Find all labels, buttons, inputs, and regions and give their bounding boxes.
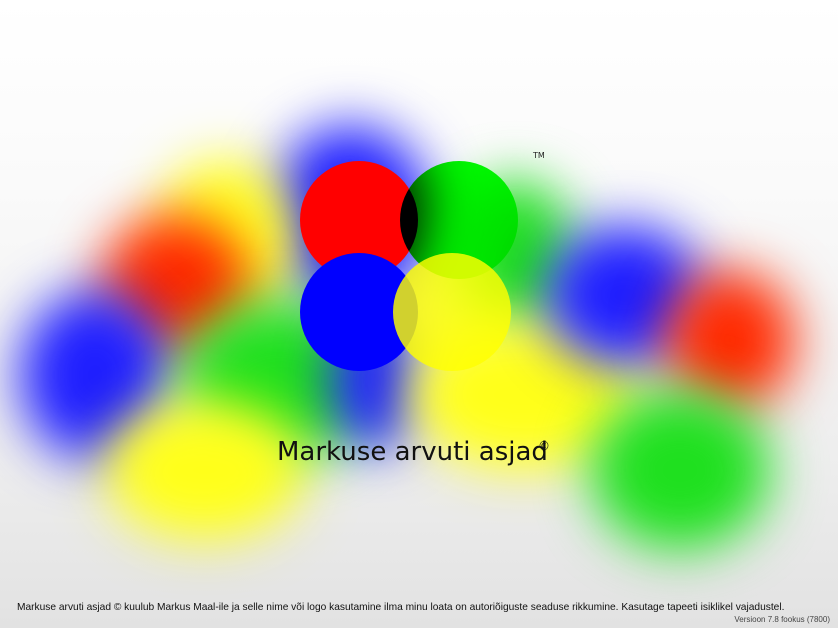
version-label: Versioon 7.8 fookus (7800) (734, 615, 830, 624)
background-blur-blob (590, 390, 770, 550)
copyright-symbol: © (538, 439, 550, 453)
background-blur-blob (105, 400, 305, 540)
copyright-notice: Markuse arvuti asjad © kuulub Markus Maa… (17, 602, 785, 613)
logo-yellow-circle (393, 253, 511, 371)
trademark-mark: TM (533, 151, 545, 160)
background-blur-blob (665, 270, 795, 410)
wallpaper-title: Markuse arvuti asjad (277, 437, 548, 467)
